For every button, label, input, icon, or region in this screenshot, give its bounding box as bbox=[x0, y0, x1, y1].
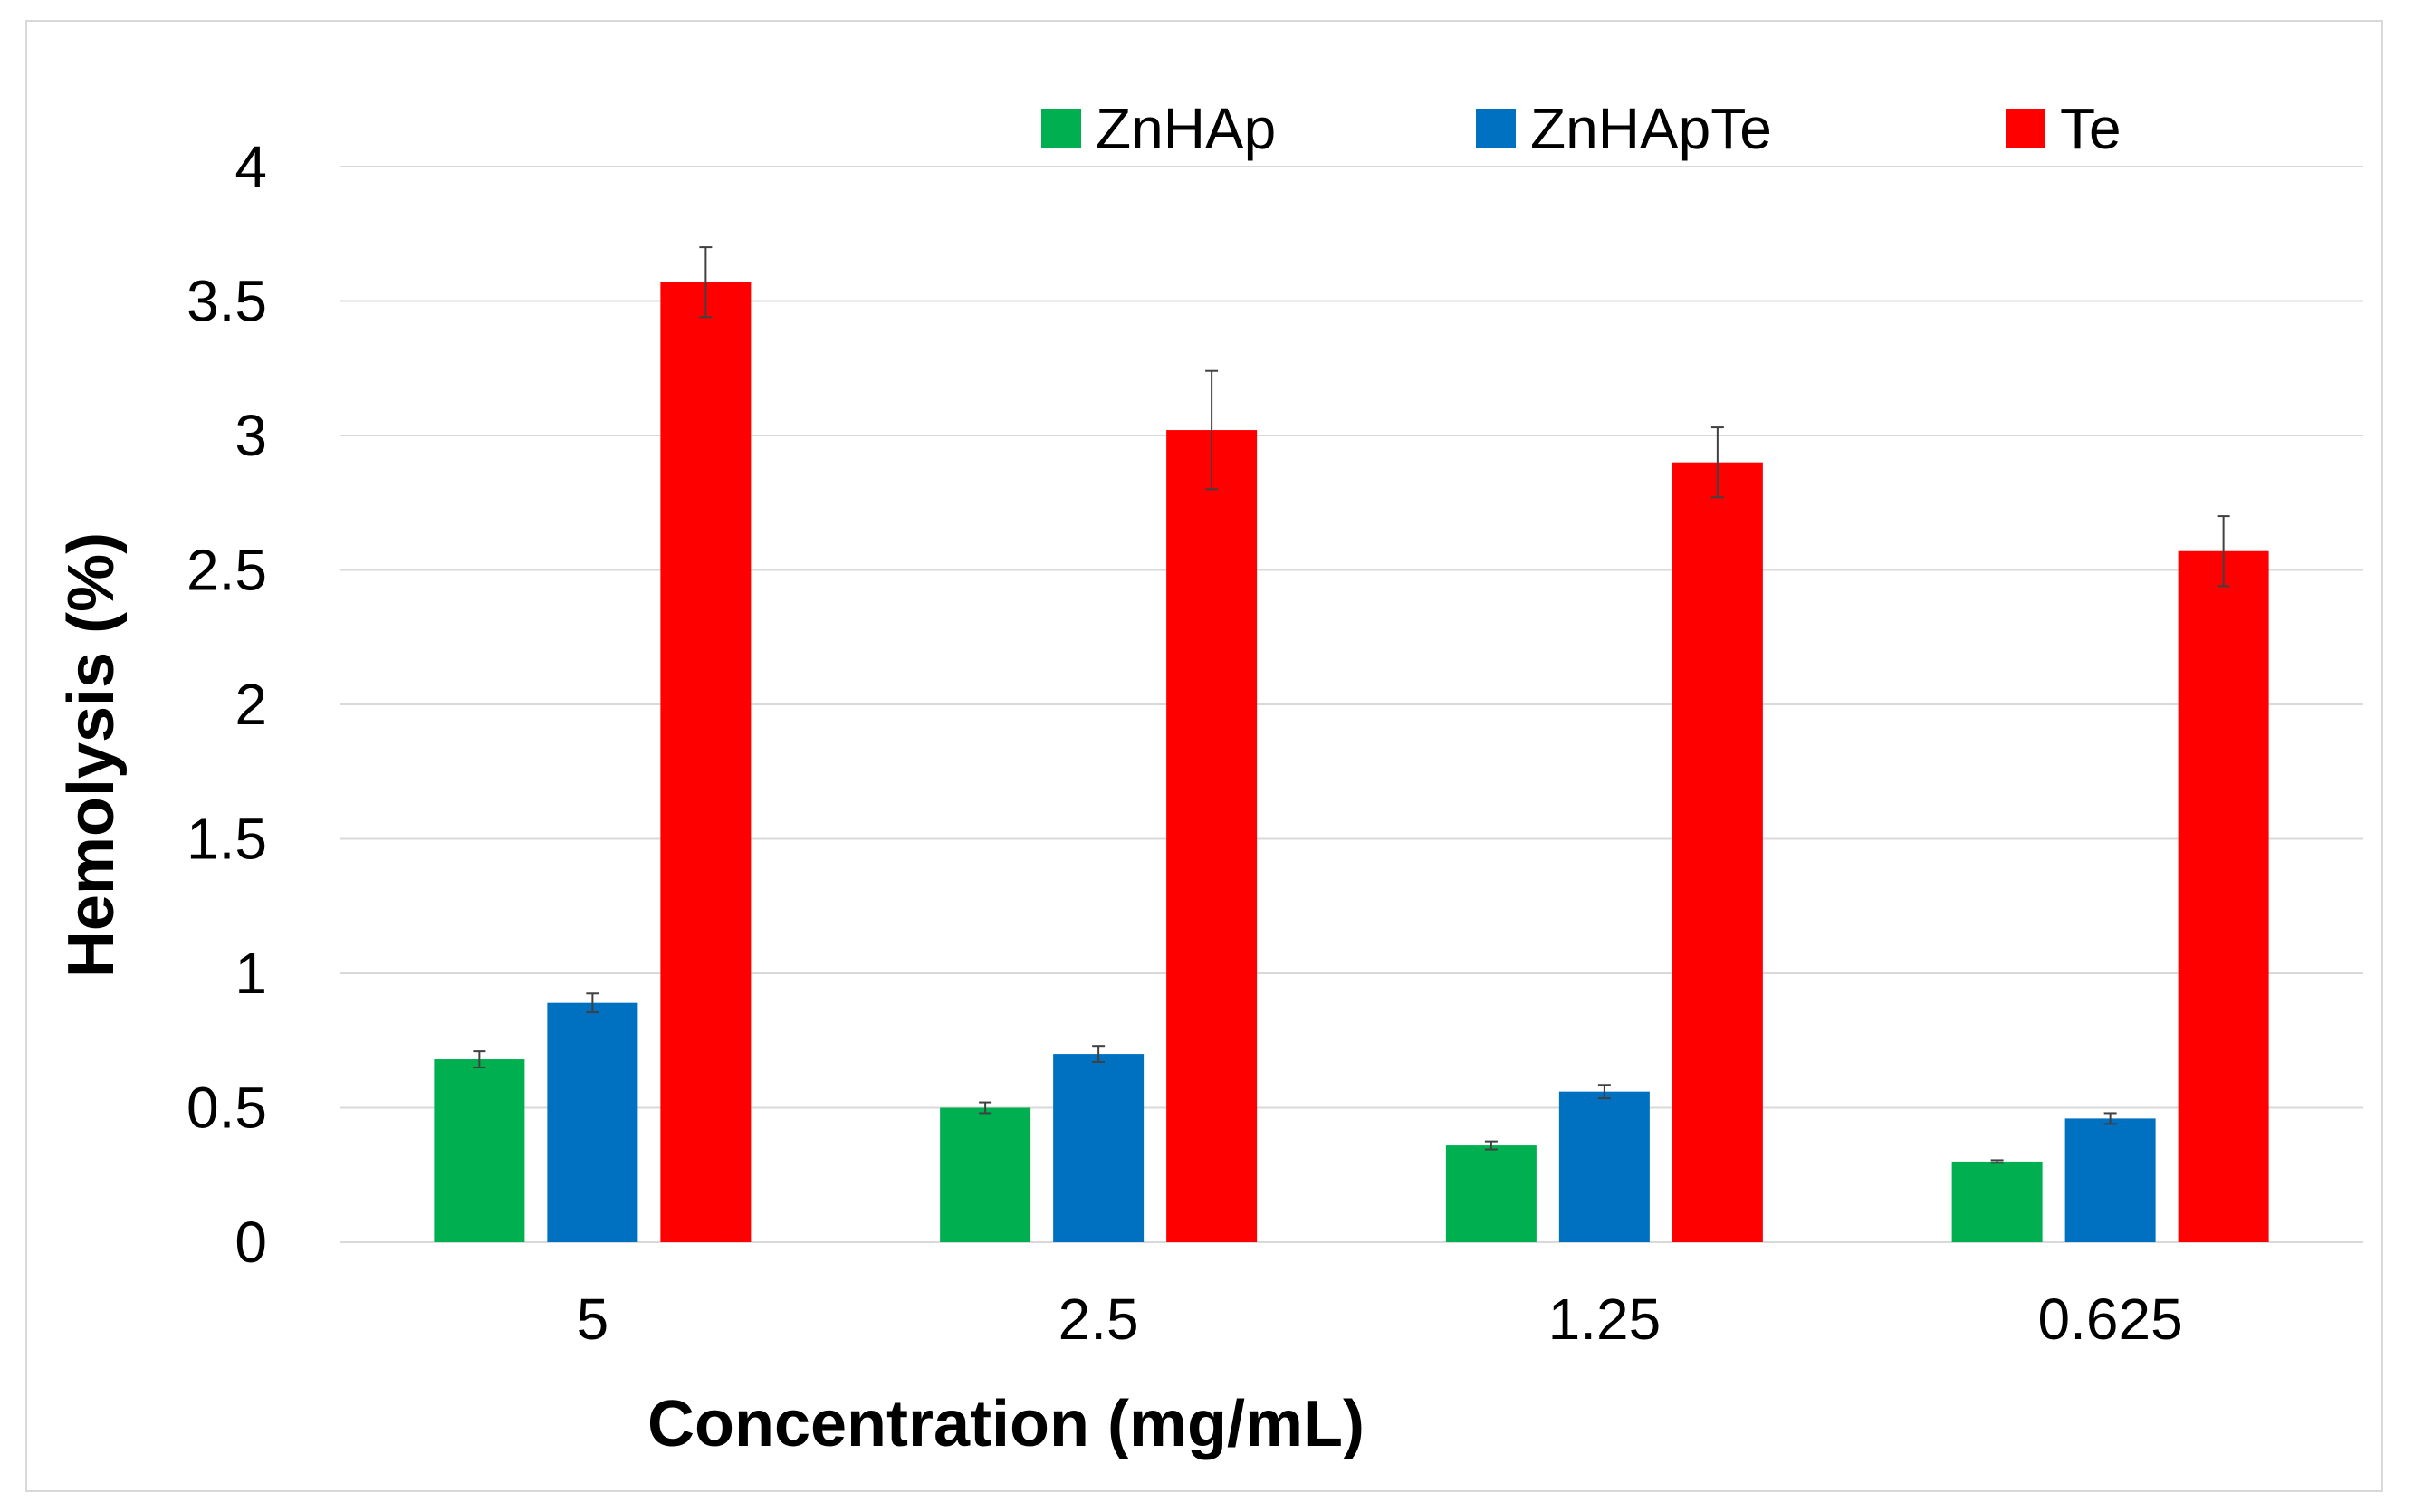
legend: ZnHAp ZnHApTe Te bbox=[1041, 96, 2122, 161]
bar-chart: 00.511.522.533.54 5 2.5 1.25 0.625 ZnHAp ZnH… bbox=[55, 96, 2363, 1460]
bar-te bbox=[1166, 430, 1258, 1242]
x-tick-label: 1.25 bbox=[1548, 1287, 1662, 1352]
bar-znhapte bbox=[2064, 1118, 2156, 1242]
y-tick-label: 3 bbox=[235, 403, 267, 468]
error-bar bbox=[979, 1101, 992, 1115]
gridlines bbox=[340, 166, 2363, 1243]
bar-te bbox=[660, 282, 752, 1243]
legend-label: ZnHApTe bbox=[1530, 96, 1772, 161]
y-tick-label: 2.5 bbox=[187, 538, 267, 603]
legend-swatch bbox=[1476, 109, 1516, 148]
bar-te bbox=[1672, 462, 1763, 1242]
bar-znhapte bbox=[1558, 1091, 1650, 1242]
y-tick-label: 0.5 bbox=[187, 1076, 267, 1141]
y-tick-label: 1.5 bbox=[187, 807, 267, 872]
bar-znhapte bbox=[1053, 1054, 1145, 1242]
legend-item-znhap: ZnHAp bbox=[1041, 96, 1276, 161]
error-bar bbox=[473, 1050, 486, 1068]
bars bbox=[434, 282, 2269, 1243]
legend-swatch bbox=[2006, 109, 2045, 148]
error-bar bbox=[586, 992, 599, 1014]
error-bar bbox=[1597, 1084, 1611, 1100]
y-axis-ticks: 0 0.5 1 1.5 2 2.5 3 3.5 4 bbox=[187, 134, 267, 1275]
x-tick-label: 0.625 bbox=[2038, 1287, 2183, 1352]
x-axis-title: Concentration (mg/mL) bbox=[647, 1388, 1365, 1460]
bar-znhap bbox=[940, 1107, 1031, 1242]
y-tick-label: 2 bbox=[235, 672, 267, 737]
legend-swatch bbox=[1041, 109, 1081, 148]
error-bar bbox=[2103, 1112, 2117, 1125]
error-bar bbox=[1484, 1140, 1498, 1151]
bar-te bbox=[2178, 550, 2269, 1242]
x-tick-label: 2.5 bbox=[1059, 1287, 1139, 1352]
error-bar bbox=[699, 246, 713, 319]
y-axis-title: Hemolysis (%) bbox=[55, 532, 128, 978]
error-bars bbox=[473, 246, 2230, 1164]
bar-znhap bbox=[1445, 1145, 1537, 1242]
bar-znhap bbox=[1951, 1161, 2043, 1242]
chart-frame: 0 0.5 1 1.5 2 2.5 3 3.5 4 5 2.5 1.25 0.625 ZnHAp ZnH… bbox=[25, 20, 2383, 1492]
error-bar bbox=[1990, 1159, 2004, 1164]
error-bar bbox=[1205, 369, 1219, 491]
error-bar bbox=[2217, 515, 2230, 588]
legend-item-znhapte: ZnHApTe bbox=[1476, 96, 1772, 161]
x-axis-ticks: 5 2.5 1.25 0.625 bbox=[577, 1287, 2183, 1352]
legend-label: ZnHAp bbox=[1096, 96, 1276, 161]
x-tick-label: 5 bbox=[577, 1287, 609, 1352]
legend-item-te: Te bbox=[2006, 96, 2122, 161]
bar-znhap bbox=[434, 1059, 525, 1242]
y-tick-label: 3.5 bbox=[187, 269, 267, 334]
error-bar bbox=[1092, 1045, 1106, 1064]
y-tick-label: 1 bbox=[235, 941, 267, 1006]
bar-znhapte bbox=[547, 1002, 638, 1242]
error-bar bbox=[1710, 426, 1724, 499]
y-tick-label: 4 bbox=[235, 134, 267, 199]
y-tick-label: 0 bbox=[235, 1210, 267, 1275]
legend-label: Te bbox=[2060, 96, 2122, 161]
